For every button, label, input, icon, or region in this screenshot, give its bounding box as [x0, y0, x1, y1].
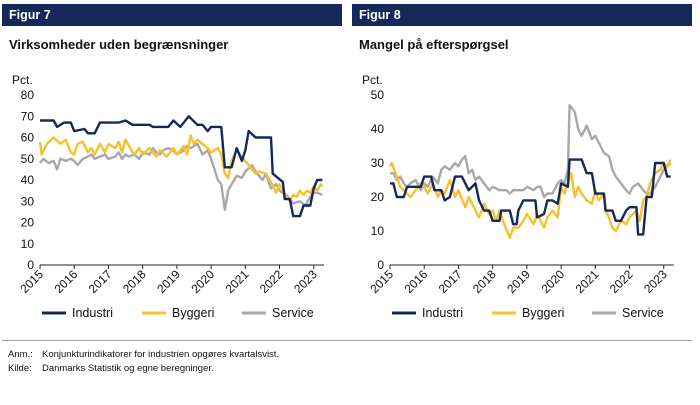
- legend-label-byggeri: Byggeri: [522, 306, 564, 320]
- x-tick-label: 2019: [154, 267, 183, 296]
- figure-7-panel: Figur 7 Virksomheder uden begrænsninger …: [2, 4, 342, 332]
- x-tick-label: 2017: [86, 267, 115, 296]
- y-tick-label: 40: [21, 173, 35, 187]
- x-tick-label: 2017: [436, 267, 465, 296]
- x-tick-label: 2016: [402, 267, 431, 296]
- y-tick-label: 10: [21, 237, 35, 251]
- x-tick-label: 2019: [504, 267, 533, 296]
- legend-label-service: Service: [622, 306, 664, 320]
- x-tick-label: 2023: [641, 267, 670, 296]
- notes-divider: [2, 340, 692, 341]
- x-tick-label: 2022: [607, 267, 636, 296]
- y-tick-label: 20: [371, 190, 385, 204]
- y-tick-label: 70: [21, 109, 35, 123]
- y-tick-label: 30: [21, 194, 35, 208]
- figure-7-header: Figur 7: [2, 4, 342, 26]
- note-anm-key: Anm.:: [8, 349, 33, 360]
- figure-8-header: Figur 8: [352, 4, 692, 26]
- y-unit-label: Pct.: [362, 73, 383, 87]
- x-tick-label: 2020: [188, 267, 217, 296]
- figure-8-title: Mangel på efterspørgsel: [359, 37, 509, 52]
- series-line-service: [390, 104, 672, 199]
- note-kilde-text: Danmarks Statistik og egne beregninger.: [42, 363, 214, 374]
- legend-label-industri: Industri: [422, 306, 463, 320]
- y-tick-label: 10: [371, 224, 385, 238]
- y-tick-label: 0: [377, 258, 384, 272]
- x-tick-label: 2018: [470, 267, 499, 296]
- x-tick-label: 2021: [223, 267, 252, 296]
- x-tick-label: 2021: [573, 267, 602, 296]
- y-tick-label: 20: [21, 216, 35, 230]
- y-tick-label: 40: [371, 122, 385, 136]
- legend-label-byggeri: Byggeri: [172, 306, 214, 320]
- series-line-industri: [390, 158, 671, 236]
- legend-label-industri: Industri: [72, 306, 113, 320]
- figure-7-chart: Pct. 0 10 20 30 40 50 60 70 80 2015 2016 2017 2018 201…: [12, 73, 324, 320]
- note-kilde-key: Kilde:: [8, 363, 32, 374]
- y-tick-label: 60: [21, 131, 35, 145]
- note-kilde: Kilde: Danmarks Statistik og egne beregni…: [8, 362, 279, 376]
- series-line-byggeri: [388, 159, 672, 239]
- note-anm-text: Konjunkturindikatorer for industrien opg…: [42, 349, 280, 360]
- x-tick-label: 2016: [52, 267, 81, 296]
- y-unit-label: Pct.: [12, 73, 33, 87]
- figure-8-panel: Figur 8 Mangel på efterspørgsel Pct. 0 10 2…: [352, 4, 692, 332]
- x-tick-label: 2015: [367, 267, 396, 296]
- y-tick-label: 80: [21, 88, 35, 102]
- x-tick-label: 2022: [257, 267, 286, 296]
- y-tick-label: 30: [371, 156, 385, 170]
- x-tick-label: 2023: [291, 267, 320, 296]
- series-line-service: [39, 142, 323, 211]
- y-tick-label: 50: [371, 88, 385, 102]
- legend-label-service: Service: [272, 306, 314, 320]
- notes: Anm.: Konjunkturindikatorer for industrie…: [8, 348, 279, 376]
- x-tick-label: 2018: [120, 267, 149, 296]
- y-tick-label: 50: [21, 152, 35, 166]
- note-anm: Anm.: Konjunkturindikatorer for industrie…: [8, 348, 279, 362]
- figure-7-title: Virksomheder uden begrænsninger: [9, 37, 229, 52]
- series-line-industri: [40, 115, 323, 218]
- x-tick-label: 2015: [17, 267, 46, 296]
- x-tick-label: 2020: [538, 267, 567, 296]
- y-tick-label: 0: [27, 258, 34, 272]
